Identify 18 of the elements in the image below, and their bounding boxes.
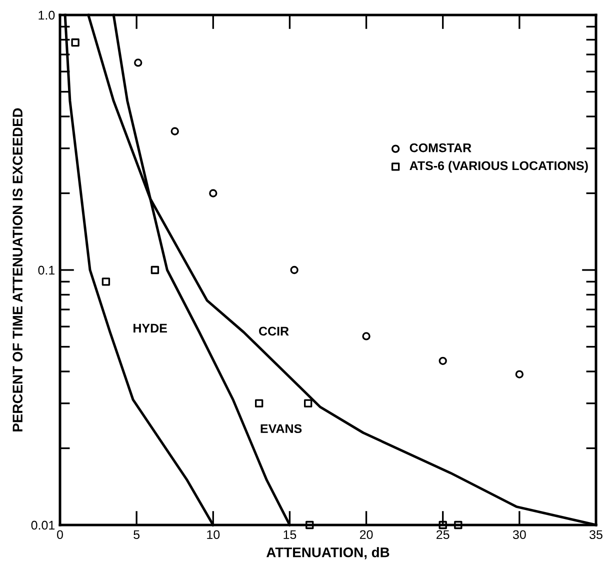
x-tick-label: 10 (207, 530, 220, 540)
x-tick-label: 0 (57, 530, 63, 540)
series-label: EVANS (260, 424, 302, 434)
x-tick-label: 5 (134, 530, 140, 540)
x-tick-label: 15 (284, 530, 296, 540)
legend-label: ATS-6 (VARIOUS LOCATIONS) (410, 160, 588, 173)
y-axis-title: PERCENT OF TIME ATTENUATION IS EXCEEDED (12, 108, 23, 432)
x-tick-label: 20 (360, 530, 373, 540)
legend-label: COMSTAR (410, 143, 472, 152)
series-label: CCIR (259, 326, 289, 336)
x-tick-label: 30 (512, 530, 526, 540)
x-tick-label: 25 (436, 530, 450, 540)
y-tick-label: 1.0 (38, 10, 55, 20)
y-tick-label: 0.01 (31, 520, 55, 530)
series-label: HYDE (134, 324, 167, 332)
y-tick-label: 0.1 (38, 266, 55, 275)
x-tick-label: 35 (590, 530, 602, 540)
x-axis-title: ATTENUATION, dB (266, 547, 390, 560)
